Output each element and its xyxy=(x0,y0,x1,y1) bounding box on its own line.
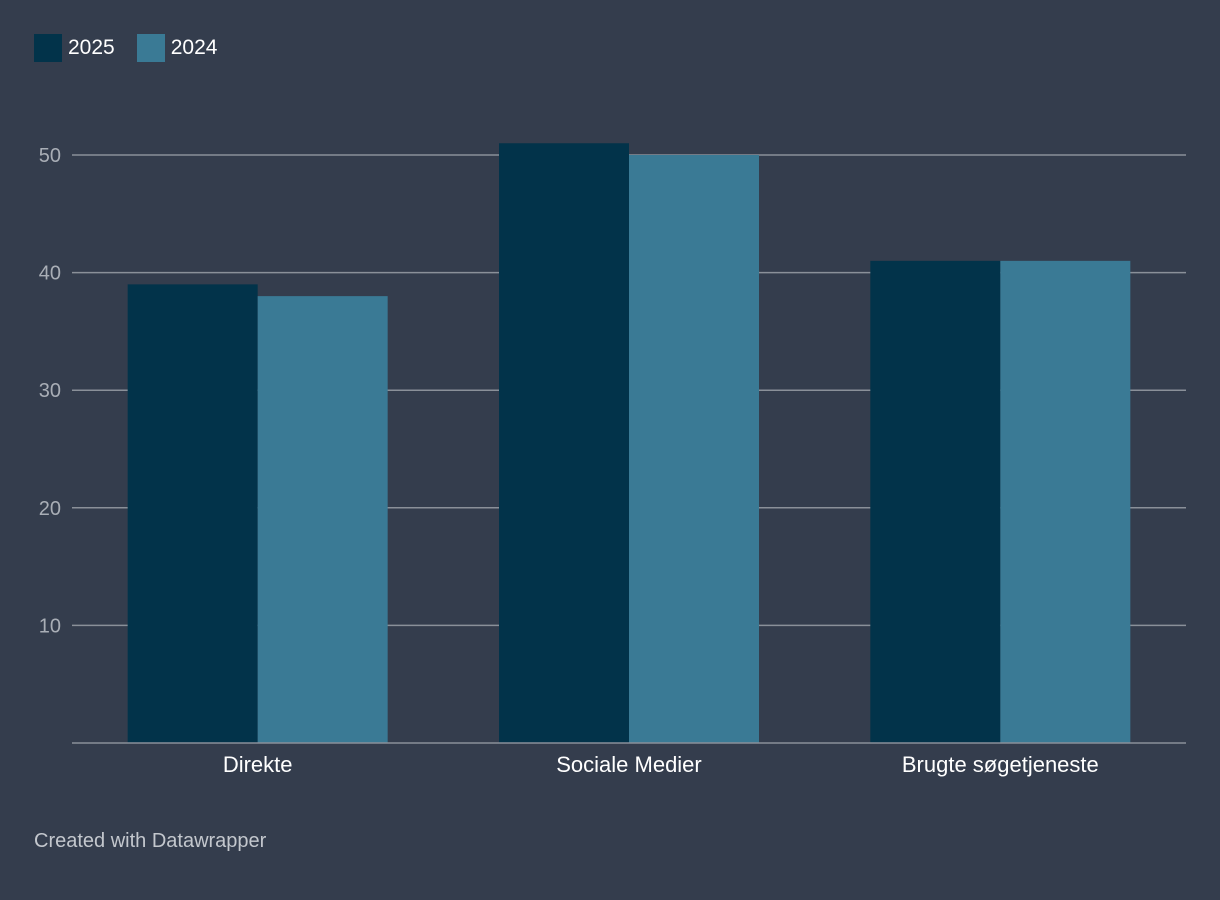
y-tick-label-30: 30 xyxy=(39,380,61,402)
y-tick-label-50: 50 xyxy=(39,145,61,167)
bar-2025-direkte xyxy=(127,284,258,743)
x-category-label-1: Sociale Medier xyxy=(556,752,702,777)
x-category-label-2: Brugte søgetjeneste xyxy=(902,752,1099,777)
legend-swatch-2024 xyxy=(136,34,165,62)
x-category-label-0: Direkte xyxy=(223,752,293,777)
bar-2024-direkte xyxy=(257,296,388,743)
legend-label-2025: 2025 xyxy=(68,36,115,59)
y-tick-label-20: 20 xyxy=(39,498,61,520)
y-tick-label-40: 40 xyxy=(39,263,61,285)
bar-2024-brugte-søgetjeneste xyxy=(1000,260,1131,743)
bar-2025-brugte-søgetjeneste xyxy=(870,260,1001,743)
legend-label-2024: 2024 xyxy=(170,36,218,59)
legend-swatch-2025 xyxy=(34,34,62,62)
legend-item-2025: 2025 xyxy=(34,34,115,62)
legend-item-2024: 2024 xyxy=(136,34,218,62)
bar-2024-sociale-medier xyxy=(629,155,759,743)
footer-credit: Created with Datawrapper xyxy=(34,830,267,852)
bar-2025-sociale-medier xyxy=(499,143,629,744)
legend: 2025 2024 xyxy=(34,34,239,62)
y-tick-label-10: 10 xyxy=(39,615,61,637)
